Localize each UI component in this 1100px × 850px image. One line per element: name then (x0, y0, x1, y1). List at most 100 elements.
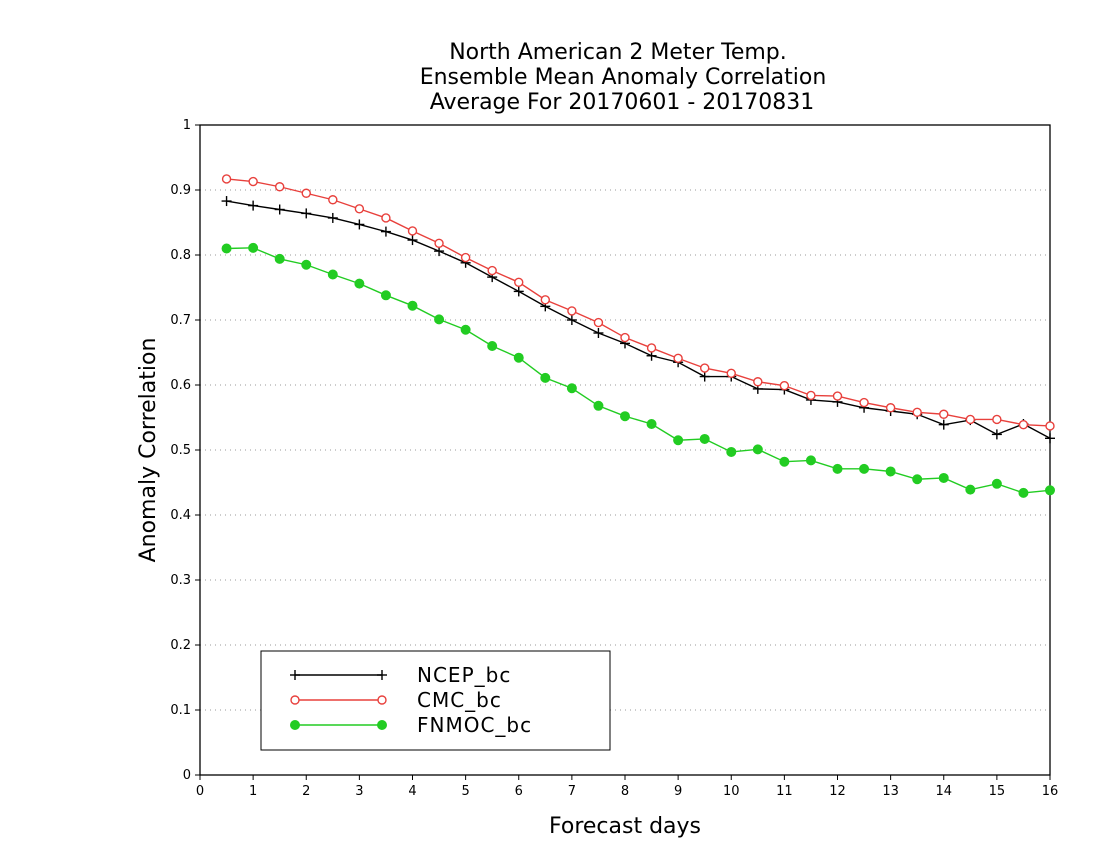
ncep-marker (1045, 433, 1055, 444)
cmc-marker (726, 368, 736, 378)
cmc-marker (1045, 421, 1055, 431)
cmc-marker (460, 252, 471, 263)
legend-entry: NCEP_bc (290, 663, 511, 687)
ncep-marker (991, 429, 1002, 440)
x-tick-label: 3 (355, 784, 363, 799)
data-series (221, 174, 1055, 498)
fnmoc-marker (699, 433, 710, 444)
cmc-marker (328, 195, 338, 205)
fnmoc-marker (779, 456, 790, 467)
legend-label: NCEP_bc (417, 663, 511, 687)
fnmoc-marker (620, 411, 630, 422)
cmc-marker (620, 332, 630, 343)
cmc-marker (381, 213, 391, 223)
axis-ticks: 00.10.20.30.40.50.60.70.80.910 1 2 3 4 5 6 7 8 9 1… (170, 118, 1058, 799)
x-tick-label: 16 (1042, 784, 1059, 799)
fnmoc-marker (726, 446, 737, 457)
cmc-marker (859, 397, 869, 408)
fnmoc-marker (752, 444, 763, 455)
fnmoc-marker (274, 253, 285, 264)
ncep-marker (290, 670, 300, 680)
x-tick-label: 6 (515, 784, 523, 799)
y-tick-label: 0.1 (170, 703, 191, 718)
grid-lines (200, 189, 1050, 711)
x-tick-label: 8 (621, 784, 629, 799)
fnmoc-marker (805, 455, 816, 466)
cmc-marker (221, 174, 232, 184)
ncep-marker (354, 219, 365, 230)
x-tick-label: 15 (989, 784, 1006, 799)
y-tick-label: 0.8 (170, 248, 191, 263)
x-tick-label: 0 (196, 784, 204, 799)
y-tick-label: 1 (183, 118, 191, 133)
x-tick-label: 10 (723, 784, 740, 799)
x-tick-label: 14 (935, 784, 952, 799)
cmc-marker (290, 695, 300, 705)
series-ncep-bc (221, 196, 1055, 444)
x-tick-label: 11 (776, 784, 793, 799)
ncep-marker (699, 371, 710, 382)
x-tick-label: 12 (829, 784, 846, 799)
cmc-marker (885, 403, 896, 413)
series-line (226, 247, 1051, 494)
cmc-marker (806, 390, 816, 401)
fnmoc-marker (991, 478, 1002, 489)
x-tick-label: 13 (882, 784, 899, 799)
fnmoc-marker (354, 278, 365, 289)
series-cmc-bc (221, 174, 1055, 431)
ncep-marker (377, 670, 387, 680)
fnmoc-marker (1018, 487, 1029, 498)
cmc-marker (593, 317, 604, 328)
cmc-marker (912, 407, 922, 417)
ncep-marker (566, 315, 577, 325)
fnmoc-marker (673, 435, 684, 446)
y-tick-label: 0.9 (170, 183, 191, 198)
cmc-marker (354, 204, 365, 214)
chart-title-line-2: Ensemble Mean Anomaly Correlation (420, 65, 827, 90)
cmc-marker (274, 182, 285, 192)
cmc-marker (407, 226, 418, 236)
series-fnmoc-bc (221, 242, 1055, 498)
ncep-marker (938, 419, 949, 430)
fnmoc-marker (301, 259, 312, 270)
cmc-marker (779, 380, 790, 391)
y-tick-label: 0.4 (170, 508, 191, 523)
cmc-marker (832, 391, 843, 401)
fnmoc-marker (513, 352, 524, 363)
ncep-marker (327, 212, 338, 223)
y-tick-label: 0.2 (170, 638, 191, 653)
cmc-marker (939, 409, 949, 419)
ncep-marker (274, 204, 285, 215)
fnmoc-marker (859, 463, 870, 474)
y-tick-label: 0.5 (170, 443, 191, 458)
x-axis-label: Forecast days (549, 814, 701, 839)
y-tick-label: 0 (183, 768, 191, 783)
y-axis-label: Anomaly Correlation (136, 338, 161, 563)
fnmoc-marker (566, 383, 577, 394)
ncep-marker (221, 196, 232, 207)
fnmoc-marker (965, 484, 976, 495)
fnmoc-marker (487, 341, 498, 351)
legend-label: FNMOC_bc (417, 713, 532, 737)
fnmoc-marker (407, 300, 418, 311)
x-tick-label: 9 (674, 784, 682, 799)
cmc-marker (487, 265, 497, 276)
fnmoc-marker (832, 463, 843, 474)
ncep-marker (513, 286, 524, 297)
cmc-marker (699, 363, 710, 373)
legend-entry: FNMOC_bc (290, 713, 532, 737)
fnmoc-marker (327, 269, 338, 280)
cmc-marker (377, 695, 387, 705)
cmc-marker (753, 377, 763, 387)
fnmoc-marker (221, 243, 232, 254)
ncep-marker (407, 235, 418, 246)
x-tick-label: 2 (302, 784, 310, 799)
cmc-marker (646, 343, 657, 353)
chart-title-line-1: North American 2 Meter Temp. (449, 40, 787, 65)
fnmoc-marker (380, 290, 391, 301)
ncep-marker (380, 226, 391, 237)
cmc-marker (567, 306, 577, 316)
y-tick-label: 0.7 (170, 313, 191, 328)
cmc-marker (992, 414, 1002, 425)
